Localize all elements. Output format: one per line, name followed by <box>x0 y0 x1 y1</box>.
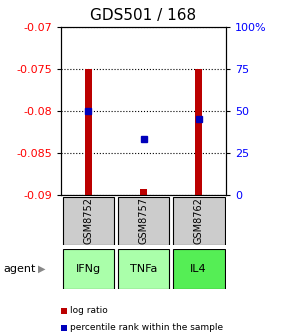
Bar <box>140 189 147 195</box>
Text: IL4: IL4 <box>190 264 207 274</box>
FancyBboxPatch shape <box>173 197 224 245</box>
Text: log ratio: log ratio <box>70 306 108 315</box>
Text: IFNg: IFNg <box>76 264 101 274</box>
FancyBboxPatch shape <box>63 197 114 245</box>
Bar <box>85 69 92 195</box>
Text: GSM8757: GSM8757 <box>139 198 148 244</box>
Text: ▶: ▶ <box>38 264 45 274</box>
Title: GDS501 / 168: GDS501 / 168 <box>90 8 197 23</box>
FancyBboxPatch shape <box>173 249 224 289</box>
Text: GSM8762: GSM8762 <box>194 198 204 244</box>
FancyBboxPatch shape <box>118 249 169 289</box>
Bar <box>195 69 202 195</box>
Text: agent: agent <box>3 264 35 274</box>
Text: GSM8752: GSM8752 <box>84 198 93 244</box>
Text: TNFa: TNFa <box>130 264 157 274</box>
FancyBboxPatch shape <box>118 197 169 245</box>
FancyBboxPatch shape <box>63 249 114 289</box>
Text: percentile rank within the sample: percentile rank within the sample <box>70 323 223 332</box>
